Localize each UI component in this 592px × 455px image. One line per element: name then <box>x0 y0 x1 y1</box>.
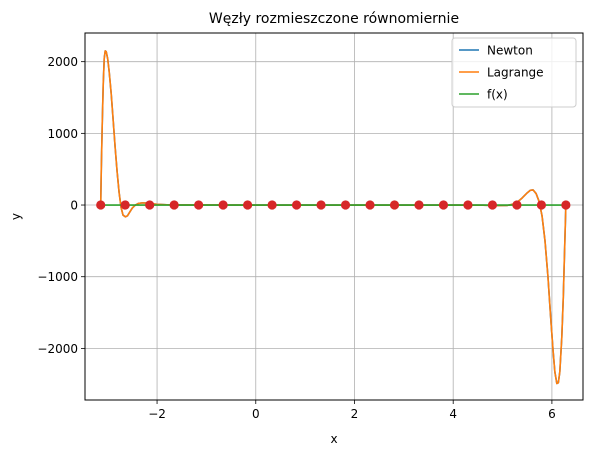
node-point <box>316 200 325 209</box>
y-tick-label: 2000 <box>47 55 78 69</box>
x-tick-label: 6 <box>548 407 556 421</box>
node-point <box>512 200 521 209</box>
node-point <box>121 200 130 209</box>
legend-label: Newton <box>487 44 533 58</box>
node-point <box>145 200 154 209</box>
y-axis-label: y <box>9 213 23 220</box>
node-point <box>439 200 448 209</box>
node-point <box>96 200 105 209</box>
x-axis-label: x <box>330 432 337 446</box>
node-point <box>463 200 472 209</box>
x-tick-label: −2 <box>148 407 166 421</box>
node-point <box>365 200 374 209</box>
node-point <box>561 200 570 209</box>
node-point <box>488 200 497 209</box>
node-point <box>537 200 546 209</box>
node-point <box>170 200 179 209</box>
node-point <box>414 200 423 209</box>
node-point <box>243 200 252 209</box>
x-tick-label: 2 <box>351 407 359 421</box>
node-point <box>341 200 350 209</box>
y-tick-label: −1000 <box>37 270 78 284</box>
legend: Newton Lagrange f(x) <box>452 38 576 107</box>
y-tick-label: −2000 <box>37 342 78 356</box>
node-point <box>267 200 276 209</box>
node-point <box>219 200 228 209</box>
node-point <box>390 200 399 209</box>
node-point <box>194 200 203 209</box>
legend-label: Lagrange <box>487 66 544 80</box>
x-tick-label: 4 <box>449 407 457 421</box>
y-tick-label: 0 <box>70 199 78 213</box>
legend-label: f(x) <box>487 88 508 102</box>
y-tick-label: 1000 <box>47 127 78 141</box>
node-point <box>292 200 301 209</box>
x-tick-label: 0 <box>252 407 260 421</box>
chart-title: Węzły rozmieszczone równomiernie <box>209 11 459 27</box>
